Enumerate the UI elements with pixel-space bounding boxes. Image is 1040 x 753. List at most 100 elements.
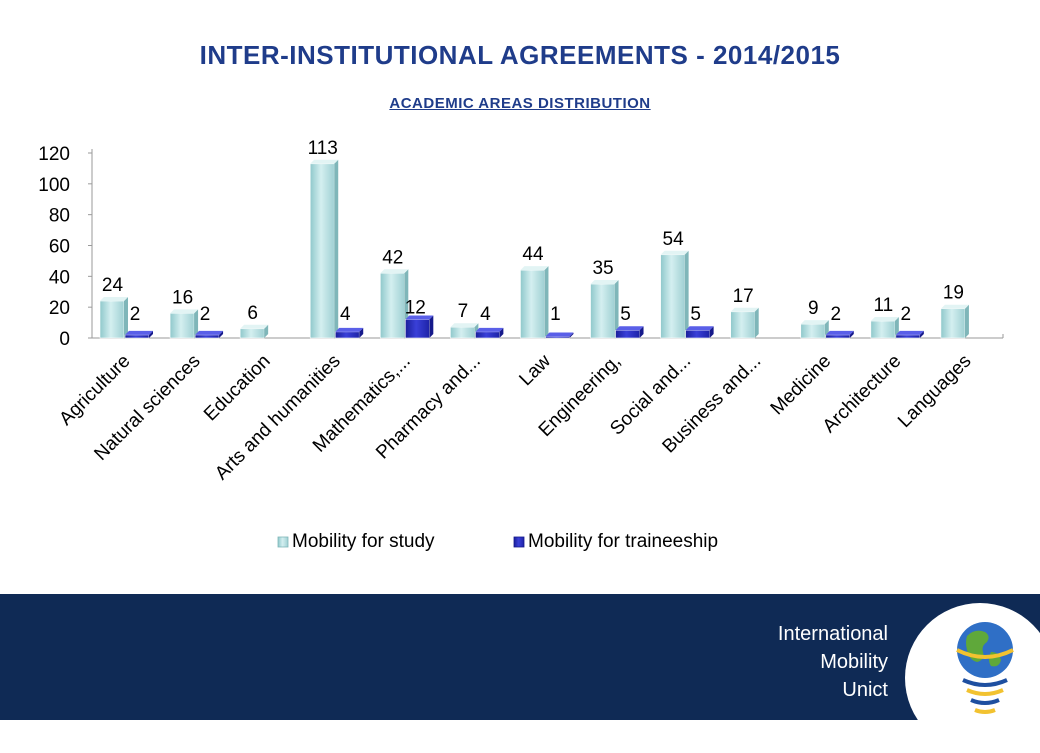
bar-top	[125, 330, 153, 335]
y-tick-label: 120	[38, 144, 70, 165]
bar-side	[149, 330, 153, 338]
unit-line-2: Mobility	[820, 651, 888, 673]
bar-side	[219, 330, 224, 338]
y-tick-label: 80	[49, 206, 70, 227]
bar-top	[310, 159, 339, 164]
bar-top	[895, 330, 924, 335]
bar-top	[800, 320, 829, 325]
x-tick-label: Education	[200, 351, 275, 426]
data-label: 2	[200, 304, 211, 325]
data-label: 16	[172, 287, 193, 308]
bar-study	[660, 254, 685, 339]
bar-study	[99, 300, 125, 339]
bar-top	[825, 330, 854, 335]
bar-side	[429, 315, 434, 338]
x-tick-label: Medicine	[767, 351, 836, 420]
bar-side	[849, 330, 854, 338]
bar-side	[964, 304, 969, 338]
bar-side	[194, 309, 199, 338]
unit-name: International Mobility Unict	[778, 620, 888, 704]
legend-swatch	[277, 536, 289, 548]
chart-subtitle: ACADEMIC AREAS DISTRIBUTION	[389, 95, 651, 112]
unit-line-3: Unict	[842, 679, 888, 701]
bar-traineeship	[124, 334, 150, 339]
bar-top	[940, 304, 969, 309]
y-tick-label: 100	[38, 175, 70, 196]
data-label: 54	[663, 229, 685, 250]
bar-study	[520, 269, 545, 339]
bar-top	[450, 323, 479, 328]
y-tick-label: 0	[59, 329, 70, 350]
data-label: 5	[690, 304, 701, 325]
bar-side	[919, 330, 924, 338]
bar-side	[754, 307, 759, 338]
bar-side	[544, 266, 549, 338]
x-tick-label: Languages	[894, 351, 975, 432]
bar-traineeship	[615, 329, 640, 339]
bar-study	[309, 163, 335, 339]
data-label: 4	[340, 304, 351, 325]
bar-study	[450, 326, 475, 339]
bar-traineeship	[334, 331, 360, 339]
bar-study	[730, 311, 755, 339]
bar-top	[380, 269, 409, 274]
x-tick-label: Arts and humanities	[211, 351, 345, 485]
footer-band	[0, 594, 1040, 720]
data-label: 42	[382, 247, 403, 268]
bar-side	[499, 327, 504, 338]
bar-top	[660, 250, 689, 255]
bar-top	[475, 327, 504, 332]
bar-study	[380, 272, 405, 339]
data-label: 5	[620, 304, 631, 325]
bar-side	[684, 250, 689, 338]
bar-study	[169, 313, 195, 339]
bar-top	[870, 317, 899, 322]
bar-study	[870, 320, 896, 339]
bar-top	[195, 330, 224, 335]
data-label: 2	[830, 304, 841, 325]
data-label: 17	[733, 286, 754, 307]
data-label: 2	[130, 304, 141, 325]
bar-top	[100, 297, 128, 301]
bar-side	[334, 159, 339, 338]
bar-top	[615, 326, 644, 331]
unit-line-1: International	[777, 623, 888, 645]
y-tick-label: 20	[49, 298, 70, 319]
bar-side	[614, 280, 619, 338]
y-tick-label: 60	[49, 237, 70, 258]
bar-traineeship	[475, 331, 500, 339]
data-label: 35	[592, 258, 613, 279]
bar-traineeship	[685, 329, 710, 339]
bar-top	[170, 309, 199, 314]
bar-top	[545, 332, 574, 337]
bar-top	[240, 324, 269, 329]
bar-side	[124, 297, 128, 338]
data-label: 1	[550, 304, 561, 325]
x-tick-label: Law	[515, 350, 555, 390]
data-label: 6	[247, 303, 258, 324]
bar-study	[940, 308, 966, 339]
globe-spiral-logo-icon	[956, 622, 1014, 714]
bar-traineeship	[405, 319, 430, 339]
bar-side	[359, 327, 364, 338]
bar-top	[335, 327, 364, 332]
data-label: 7	[458, 301, 469, 322]
data-label: 113	[308, 138, 338, 159]
bar-top	[520, 266, 549, 271]
legend-swatch	[513, 536, 525, 548]
bar-study	[239, 328, 265, 339]
data-label: 4	[480, 304, 491, 325]
data-label: 24	[102, 275, 124, 296]
bar-top	[405, 315, 434, 320]
bar-traineeship	[545, 336, 570, 339]
data-label: 12	[405, 298, 426, 319]
legend-label: Mobility for study	[292, 531, 435, 552]
bar-top	[590, 280, 619, 285]
chart-title: INTER-INSTITUTIONAL AGREEMENTS - 2014/20…	[199, 40, 841, 70]
data-label: 11	[873, 295, 893, 316]
bar-side	[264, 324, 269, 338]
bar-side	[894, 317, 899, 338]
legend-label: Mobility for traineeship	[528, 531, 718, 552]
bar-side	[709, 326, 714, 338]
